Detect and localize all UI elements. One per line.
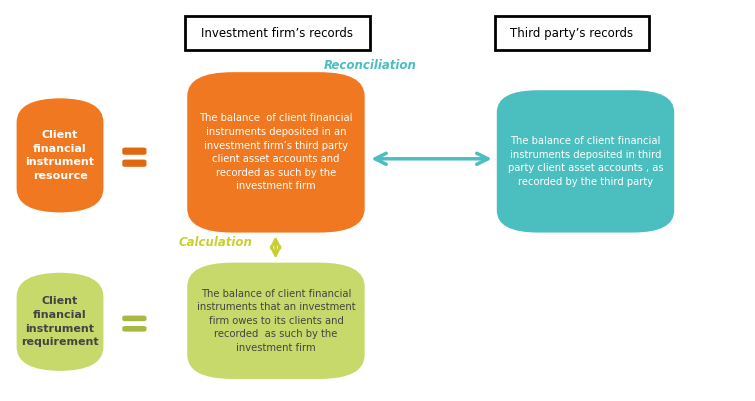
FancyBboxPatch shape — [187, 72, 365, 233]
Text: The balance of client financial
instruments deposited in third
party client asse: The balance of client financial instrume… — [507, 136, 664, 187]
FancyBboxPatch shape — [187, 263, 365, 379]
Text: Investment firm’s records: Investment firm’s records — [202, 26, 353, 40]
FancyBboxPatch shape — [122, 326, 146, 332]
FancyBboxPatch shape — [497, 90, 674, 233]
FancyBboxPatch shape — [185, 16, 370, 50]
FancyBboxPatch shape — [17, 273, 103, 371]
Text: Third party’s records: Third party’s records — [510, 26, 633, 40]
FancyBboxPatch shape — [122, 160, 146, 167]
Text: Client
financial
instrument
requirement: Client financial instrument requirement — [21, 296, 99, 347]
FancyBboxPatch shape — [122, 316, 146, 321]
FancyBboxPatch shape — [122, 148, 146, 155]
Text: Reconciliation: Reconciliation — [323, 59, 417, 72]
Text: Calculation: Calculation — [178, 236, 252, 249]
Text: The balance  of client financial
instruments deposited in an
investment firm’s t: The balance of client financial instrume… — [199, 113, 353, 191]
FancyBboxPatch shape — [17, 98, 103, 213]
Text: Client
financial
instrument
resource: Client financial instrument resource — [26, 130, 94, 181]
Text: The balance of client financial
instruments that an investment
firm owes to its : The balance of client financial instrume… — [196, 289, 356, 353]
FancyBboxPatch shape — [495, 16, 649, 50]
